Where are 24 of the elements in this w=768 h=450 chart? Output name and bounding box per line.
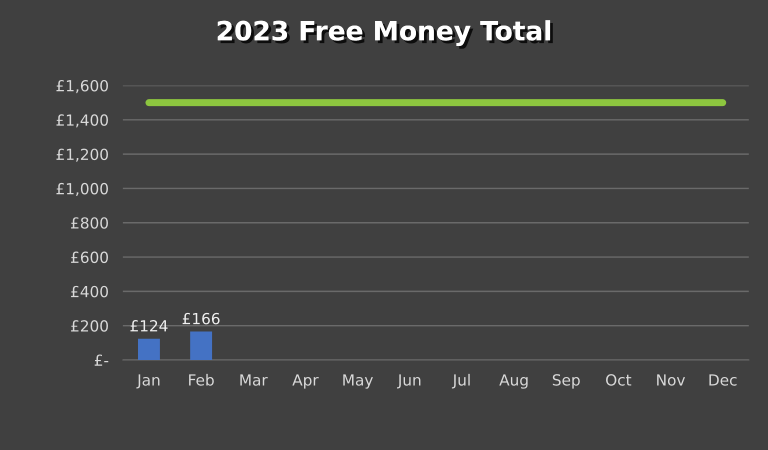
- x-tick-label: Feb: [189, 374, 214, 386]
- chart-title: 2023 Free Money Total: [218, 20, 553, 49]
- data-label: £166: [182, 312, 220, 324]
- y-tick-label: £200: [71, 320, 108, 332]
- y-tick-label: £1,400: [56, 114, 108, 128]
- y-tick-label: £-: [94, 354, 108, 366]
- x-tick-label: Jun: [397, 374, 420, 389]
- data-label: £124: [130, 320, 168, 332]
- x-tick-label: Nov: [657, 374, 686, 386]
- x-tick-label: Jul: [452, 374, 470, 389]
- y-tick-label: £1,600: [56, 80, 108, 94]
- y-tick-label: £600: [71, 252, 108, 264]
- x-tick-label: Apr: [292, 374, 319, 389]
- y-tick-label: £400: [71, 286, 108, 298]
- y-tick-label: £1,200: [56, 148, 108, 162]
- x-tick-label: Dec: [709, 374, 737, 386]
- x-tick-label: Mar: [240, 374, 268, 386]
- x-tick-label: Sep: [552, 374, 580, 389]
- y-tick-label: £1,000: [56, 182, 108, 196]
- x-tick-label: May: [343, 374, 373, 389]
- x-tick-label: Aug: [499, 374, 528, 389]
- x-tick-label: Oct: [606, 374, 632, 386]
- y-tick-label: £800: [71, 217, 108, 229]
- x-tick-label: Jan: [136, 374, 160, 389]
